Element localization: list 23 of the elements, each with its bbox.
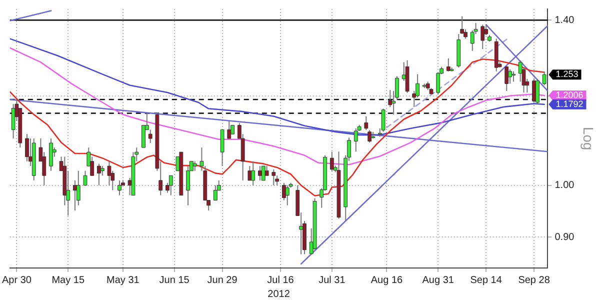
- x-tick-label: Sep 14: [470, 274, 502, 286]
- data-label: 1.1792: [556, 98, 584, 109]
- x-tick-label: Jul 31: [318, 274, 346, 286]
- candlestick: [532, 78, 536, 103]
- x-tick-label: Jun 15: [159, 274, 190, 286]
- candlestick: [118, 180, 122, 196]
- y-tick-label: 1.00: [554, 180, 575, 192]
- x-tick-label: Jul 16: [267, 274, 294, 286]
- x-tick-label: Jun 29: [207, 274, 238, 286]
- x-tick-label: Sep 28: [518, 274, 550, 286]
- y-tick-label: 0.90: [554, 232, 575, 243]
- x-tick-label: Aug 31: [422, 274, 454, 286]
- x-tick-label: May 15: [52, 274, 85, 286]
- text: 1.253: [556, 69, 578, 80]
- x-tick-label: Aug 16: [370, 274, 404, 286]
- data-label: 1.2006: [556, 90, 584, 100]
- candlestick: [258, 166, 262, 181]
- candlestick: [73, 180, 77, 211]
- y-axis-title: Log: [580, 126, 597, 150]
- x-tick-label: May 31: [106, 274, 140, 286]
- x-axis-title: 2012: [268, 288, 290, 300]
- x-tick-label: Apr 30: [2, 274, 32, 286]
- y-tick-label: 1.40: [554, 14, 575, 26]
